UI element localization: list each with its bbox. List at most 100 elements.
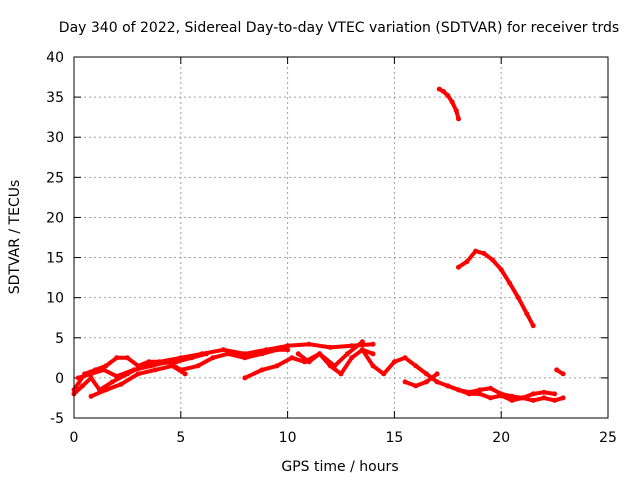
data-point — [259, 351, 265, 357]
y-tick-label: 20 — [46, 210, 64, 226]
series-track-11 — [436, 86, 461, 122]
x-tick-label: 10 — [279, 430, 297, 446]
data-point — [114, 355, 120, 361]
data-point — [174, 359, 179, 365]
data-point — [285, 343, 291, 349]
series-track-8 — [402, 371, 440, 389]
data-point — [436, 86, 442, 92]
data-point — [210, 355, 216, 361]
data-point — [148, 363, 154, 369]
y-tick-label: 30 — [46, 130, 64, 146]
data-point — [507, 280, 513, 286]
data-point — [560, 371, 566, 377]
data-point — [189, 355, 194, 361]
data-point — [473, 248, 479, 254]
data-point — [423, 379, 429, 385]
data-point — [477, 387, 483, 393]
data-point — [338, 371, 344, 377]
data-point — [456, 116, 461, 122]
data-point — [131, 367, 137, 373]
x-tick-label: 0 — [70, 430, 79, 446]
data-point — [88, 371, 94, 377]
data-point — [402, 379, 408, 385]
data-point — [124, 355, 130, 361]
data-point — [221, 347, 226, 353]
data-point — [359, 347, 365, 353]
data-point — [225, 351, 231, 357]
x-tick-label: 25 — [599, 430, 617, 446]
x-tick-label: 20 — [492, 430, 510, 446]
data-point — [242, 351, 248, 357]
data-point — [103, 363, 109, 369]
data-point — [242, 355, 248, 361]
y-tick-label: 40 — [46, 50, 64, 66]
plot-frame — [73, 56, 609, 419]
data-point — [423, 371, 429, 377]
x-tick-label: 15 — [385, 430, 403, 446]
data-point — [274, 347, 280, 353]
data-point — [370, 363, 376, 369]
data-point — [118, 381, 124, 387]
data-point — [114, 373, 120, 379]
data-point — [413, 383, 419, 389]
y-ticks: -5 0 5 10 15 20 25 30 35 40 — [46, 50, 608, 427]
y-tick-label: 15 — [46, 251, 64, 267]
y-tick-label: 5 — [55, 331, 64, 347]
data-point — [488, 395, 493, 401]
data-point — [242, 375, 248, 381]
y-tick-label: -5 — [50, 411, 64, 427]
data-point — [165, 359, 171, 365]
data-point — [195, 363, 201, 369]
data-point — [88, 393, 94, 399]
series-line — [456, 249, 536, 328]
data-point — [370, 351, 376, 357]
series-track-9 — [445, 383, 566, 403]
data-point — [453, 108, 459, 114]
data-point — [434, 379, 440, 385]
series-track-12 — [456, 248, 536, 329]
data-point — [349, 355, 355, 361]
data-point — [509, 397, 515, 403]
data-point — [182, 371, 188, 377]
data-point — [554, 367, 560, 373]
data-point — [101, 367, 107, 373]
grid — [74, 57, 608, 418]
data-point — [88, 375, 94, 381]
data-point — [498, 393, 504, 398]
data-point — [477, 391, 483, 397]
data-point — [327, 344, 333, 350]
data-point — [109, 379, 115, 385]
data-point — [359, 339, 365, 345]
data-point — [449, 99, 455, 105]
data-point — [488, 385, 493, 391]
series-track-1 — [71, 341, 376, 393]
x-tick-label: 5 — [176, 430, 185, 446]
y-tick-label: 10 — [46, 291, 64, 307]
data-point — [306, 341, 312, 347]
data-point — [524, 311, 530, 317]
data-point — [295, 351, 301, 357]
y-tick-label: 35 — [46, 90, 64, 106]
data-point — [445, 93, 451, 98]
data-point — [306, 359, 312, 365]
data-point — [402, 355, 408, 361]
data-point — [413, 363, 419, 369]
data-point — [552, 391, 558, 397]
data-point — [434, 371, 440, 377]
data-point — [75, 375, 81, 381]
data-point — [541, 395, 547, 401]
data-point — [515, 295, 521, 301]
data-point — [135, 371, 141, 377]
y-tick-label: 25 — [46, 170, 64, 186]
data-point — [274, 363, 280, 369]
chart-title: Day 340 of 2022, Sidereal Day-to-day VTE… — [59, 20, 619, 36]
y-tick-label: 0 — [55, 371, 64, 387]
data-point — [445, 383, 451, 389]
data-point — [464, 259, 470, 265]
x-axis-label: GPS time / hours — [281, 459, 398, 475]
data-point — [259, 367, 265, 373]
data-point — [441, 89, 446, 94]
series-track-4 — [88, 363, 188, 399]
data-point — [481, 251, 487, 256]
